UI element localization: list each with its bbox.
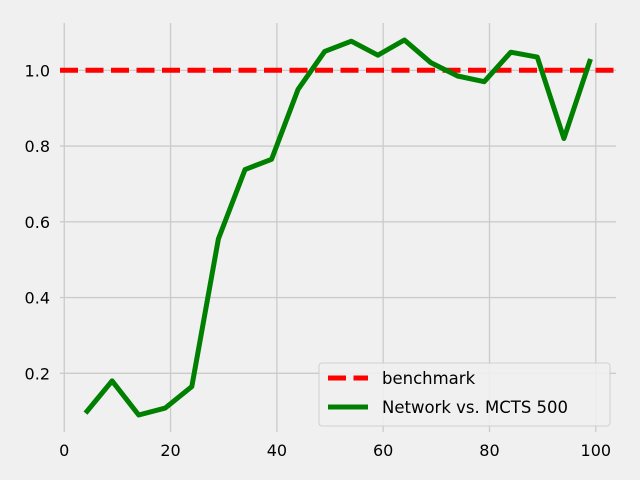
- y-tick-label: 1.0: [25, 61, 50, 80]
- y-tick-label: 0.6: [25, 213, 50, 232]
- x-tick-label: 60: [373, 441, 393, 460]
- tick-labels: 0 20 40 60 80 100 0.2 0.4 0.6 0.8 1.0: [25, 61, 612, 460]
- legend-box: [318, 362, 611, 427]
- plot-lines: [60, 37, 616, 418]
- x-tick-label: 80: [479, 441, 499, 460]
- y-tick-label: 0.8: [25, 137, 50, 156]
- x-tick-label: 20: [160, 441, 180, 460]
- y-tick-label: 0.2: [25, 364, 50, 383]
- y-tick-label: 0.4: [25, 289, 50, 308]
- x-tick-label: 40: [267, 441, 287, 460]
- legend-label-benchmark: benchmark: [382, 369, 476, 388]
- x-tick-label: 0: [59, 441, 69, 460]
- legend-label-network: Network vs. MCTS 500: [382, 398, 568, 417]
- legend: benchmark Network vs. MCTS 500: [318, 362, 611, 427]
- network-vs-mcts-line: [83, 37, 593, 418]
- x-tick-label: 100: [581, 441, 612, 460]
